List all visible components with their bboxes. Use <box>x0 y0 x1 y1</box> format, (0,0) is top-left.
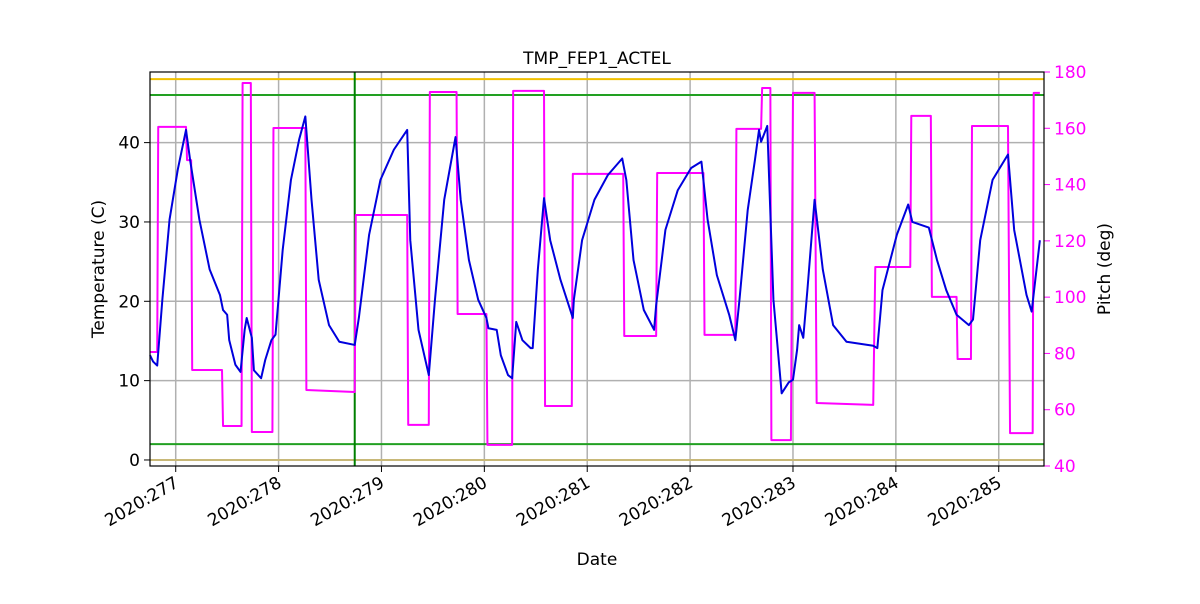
y2-tick-label: 60 <box>1054 401 1076 421</box>
x-tick-label: 2020:282 <box>616 473 697 531</box>
y2-tick-label: 120 <box>1054 232 1086 252</box>
x-tick-label: 2020:278 <box>205 473 286 531</box>
y2-tick-label: 140 <box>1054 176 1086 196</box>
x-tick-label: 2020:284 <box>822 473 903 531</box>
y2-tick-label: 180 <box>1054 63 1086 83</box>
x-axis-label: Date <box>577 550 618 570</box>
y-axis-label: Temperature (C) <box>89 200 109 339</box>
x-tick-label: 2020:279 <box>307 473 388 531</box>
y-tick-label: 30 <box>118 213 140 233</box>
y-tick-label: 40 <box>118 134 140 154</box>
x-tick-label: 2020:281 <box>513 473 594 531</box>
y2-tick-label: 160 <box>1054 119 1086 139</box>
data-line <box>149 115 1041 395</box>
y2-tick-label: 80 <box>1054 344 1076 364</box>
y2-tick-label: 100 <box>1054 288 1086 308</box>
y2-tick-label: 40 <box>1054 457 1076 477</box>
x-tick-label: 2020:280 <box>410 473 491 531</box>
chart-title: TMP_FEP1_ACTEL <box>522 49 671 69</box>
y2-axis-label: Pitch (deg) <box>1095 223 1115 315</box>
x-tick-label: 2020:283 <box>719 473 800 531</box>
y-tick-label: 0 <box>129 451 140 471</box>
plot-frame <box>149 71 1045 467</box>
y-tick-label: 20 <box>118 292 140 312</box>
x-tick-label: 2020:277 <box>102 473 183 531</box>
y-tick-label: 10 <box>118 372 140 392</box>
data-line <box>150 81 1040 446</box>
x-tick-label: 2020:285 <box>925 473 1006 531</box>
